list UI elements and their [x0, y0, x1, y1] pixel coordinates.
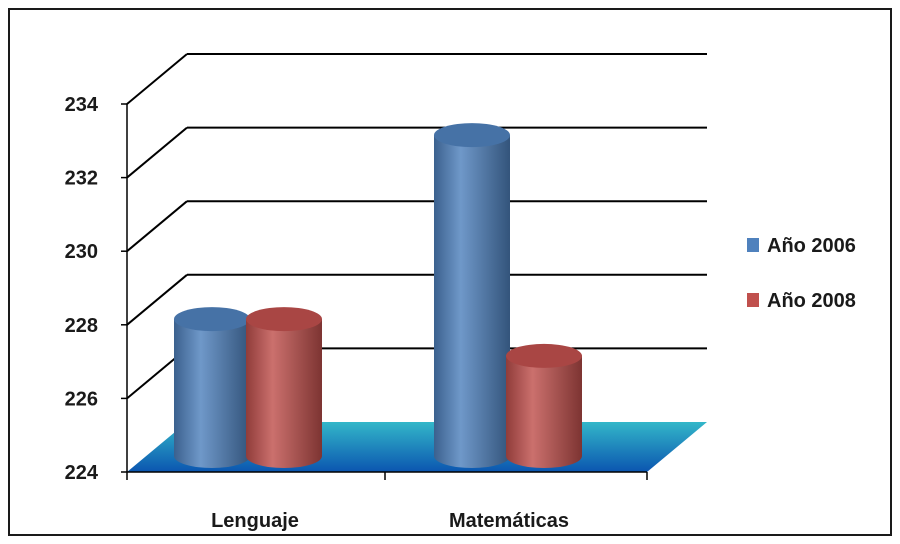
legend-swatch [747, 238, 759, 252]
bar-body [506, 355, 582, 468]
bar-1-1 [506, 343, 582, 468]
bar-0-1 [246, 307, 322, 468]
legend-label: Año 2008 [767, 290, 856, 312]
bar-top [506, 343, 582, 368]
bar-top [174, 307, 250, 332]
bar-top [246, 307, 322, 332]
y-tick-labels: 224 226 228 230 232 234 [65, 94, 99, 484]
gridline-side [126, 200, 188, 252]
bar-body [174, 319, 250, 468]
gridline-side [126, 274, 188, 326]
y-tick-label: 232 [65, 168, 98, 190]
category-label: Matemáticas [449, 510, 569, 532]
legend-label: Año 2006 [767, 235, 856, 257]
bar-body [246, 319, 322, 468]
bar-1-0 [434, 123, 510, 468]
category-label: Lenguaje [211, 510, 299, 532]
bar-body [434, 135, 510, 468]
bar-top [434, 123, 510, 148]
y-tick-label: 230 [65, 241, 98, 263]
gridline-side [126, 126, 188, 179]
bar-0-0 [174, 307, 250, 468]
gridline-side [126, 53, 188, 105]
y-tick-label: 228 [65, 315, 98, 337]
legend: Año 2006 Año 2008 [747, 235, 856, 312]
axes [121, 103, 648, 480]
category-labels: Lenguaje Matemáticas [211, 510, 569, 532]
y-tick-label: 224 [65, 462, 99, 484]
y-tick-label: 234 [65, 94, 99, 116]
y-tick-label: 226 [65, 388, 98, 410]
legend-swatch [747, 293, 759, 307]
bars [174, 123, 582, 468]
